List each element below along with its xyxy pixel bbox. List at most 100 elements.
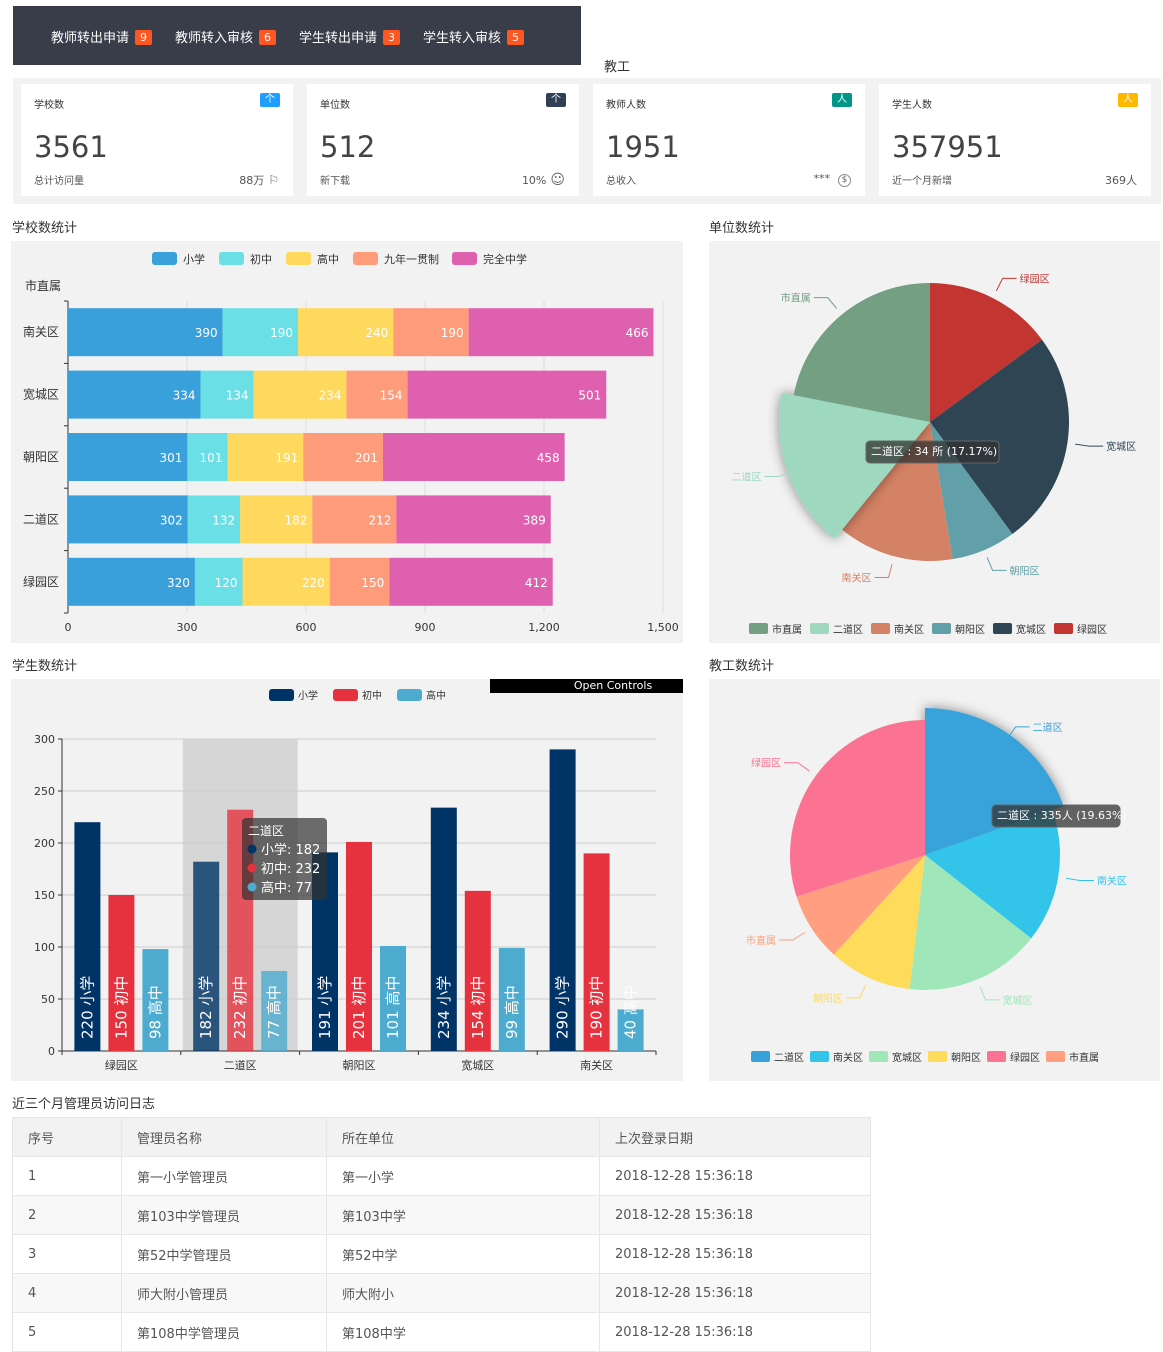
pie-label: 朝阳区 (1010, 565, 1040, 577)
card-number: 369人 (1105, 174, 1137, 187)
data-label: 290 小学 (554, 976, 572, 1039)
data-label: 154 初中 (469, 976, 487, 1039)
student-stats-title: 学生数统计 (12, 659, 78, 674)
legend-swatch (987, 1051, 1006, 1062)
pie-label-line (764, 471, 792, 478)
pie-slice (930, 283, 1042, 422)
stat-card-teachers: 教师人数 人 1951 总收入 *** $ (593, 84, 865, 196)
pie-label-line (778, 931, 806, 941)
legend-swatch (810, 1051, 829, 1062)
open-controls-button[interactable]: Open Controls (574, 679, 653, 692)
legend-swatch (452, 252, 477, 265)
count-badge: 9 (135, 30, 153, 45)
bar (464, 890, 491, 1051)
pie-slice (909, 855, 1032, 990)
topbar-label: 学生转入审核 (423, 31, 502, 46)
tooltip-line: 小学: 182 (261, 842, 320, 858)
tooltip-box (991, 804, 1121, 828)
data-label: 302 (160, 513, 183, 527)
bar-segment (329, 557, 390, 606)
bar-segment (68, 433, 188, 481)
teacher-transfer-out-link[interactable]: 教师转出申请 9 (51, 27, 153, 46)
bar (74, 822, 101, 1051)
legend-swatch (871, 623, 890, 634)
card-tag: 人 (832, 93, 852, 107)
data-label: 501 (578, 389, 601, 403)
legend-swatch (749, 623, 768, 634)
bar-segment (187, 495, 241, 544)
legend-label: 朝阳区 (951, 1052, 981, 1064)
data-label: 301 (159, 451, 182, 465)
x-tick-label: 300 (177, 621, 198, 634)
data-label: 412 (525, 576, 548, 590)
data-label: 190 (441, 326, 464, 340)
card-value: 1951 (606, 130, 680, 164)
y-tick-label: 150 (34, 889, 55, 902)
card-tag: 人 (1118, 93, 1138, 107)
card-title: 学生人数 (892, 100, 932, 111)
dollar-icon: $ (838, 174, 851, 187)
school-stats-title: 学校数统计 (12, 221, 78, 236)
bar-segment (240, 495, 313, 544)
data-label: 77 高中 (265, 985, 283, 1039)
y-tick-label: 250 (34, 785, 55, 798)
data-label: 212 (369, 513, 392, 527)
staff-stats-panel: 二道区 南关区 宽城区 朝阳区 市直属 绿园区 二道区 : 335人 (19.63%) 二道区… (709, 679, 1160, 1081)
table-cell: 4 (12, 1273, 122, 1313)
table-cell: 2018-12-28 15:36:18 (599, 1273, 871, 1313)
legend-swatch (993, 623, 1012, 634)
teacher-transfer-in-link[interactable]: 教师转入审核 6 (175, 27, 277, 46)
pie-label: 南关区 (841, 572, 871, 585)
legend-label: 小学 (183, 252, 205, 266)
tooltip-text: 二道区 : 34 所 (17.17%) (871, 444, 997, 458)
legend-label: 高中 (426, 689, 446, 702)
bar (261, 970, 288, 1051)
unit-stats-title: 单位数统计 (709, 221, 775, 236)
pie-label-line (1075, 443, 1104, 447)
y-tick-label: 50 (41, 993, 55, 1006)
bar-segment (253, 370, 347, 419)
admin-log-title: 近三个月管理员访问日志 (12, 1097, 156, 1112)
student-transfer-in-link[interactable]: 学生转入审核 5 (423, 27, 525, 46)
student-stats-chart: 小学 初中 高中 Open Controls 0 50 100 150 200 250 300 绿园区… (34, 679, 683, 1072)
data-label: 154 (380, 389, 403, 403)
pie-label: 市直属 (781, 292, 811, 305)
y-axis-name: 市直属 (25, 278, 61, 293)
pie-label-line (874, 563, 893, 579)
data-label: 182 (284, 513, 307, 527)
legend-swatch (928, 1051, 947, 1062)
tooltip-line: 高中: 77 (261, 880, 312, 896)
bar-segment (382, 433, 565, 481)
data-label: 132 (212, 513, 235, 527)
pie-slice (930, 339, 1069, 534)
data-label: 134 (226, 389, 249, 403)
section-label: 教工 (604, 60, 631, 75)
bar-segment (468, 308, 654, 357)
student-transfer-out-link[interactable]: 学生转出申请 3 (299, 27, 401, 46)
data-label: 201 初中 (350, 976, 368, 1039)
card-subtitle: 总计访问量 (34, 176, 84, 187)
legend-swatch (397, 689, 422, 701)
legend-swatch (869, 1051, 888, 1062)
legend-swatch (810, 623, 829, 634)
card-subtitle: 近一个月新增 (892, 176, 952, 187)
legend-label: 宽城区 (1016, 623, 1046, 636)
column-header: 管理员名称 (121, 1117, 327, 1157)
pie-slice (796, 855, 925, 955)
pie-slice (925, 810, 1060, 939)
pie-label: 二道区 (732, 471, 762, 484)
pie-label-line (1066, 877, 1094, 882)
y-tick-label: 绿园区 (23, 574, 59, 589)
pie-label-line (986, 557, 1007, 571)
table-cell: 师大附小 (326, 1273, 600, 1313)
admin-log-table: 序号 管理员名称 所在单位 上次登录日期 1 第一小学管理员 第一小学 2018-12… (12, 1117, 871, 1352)
stat-cards: 学校数 个 3561 总计访问量 88万 ⚐ 单位数 个 512 新下载 10% ☺… (13, 78, 1161, 204)
x-tick-label: 朝阳区 (343, 1059, 376, 1072)
column-header: 序号 (12, 1117, 122, 1157)
table-cell: 1 (12, 1156, 122, 1196)
flag-icon: ⚐ (268, 173, 279, 187)
tooltip-text: 二道区 : 335人 (19.63%) (997, 808, 1127, 822)
card-title: 学校数 (34, 100, 64, 111)
bar-segment (200, 370, 254, 419)
pie-label: 市直属 (746, 934, 776, 947)
